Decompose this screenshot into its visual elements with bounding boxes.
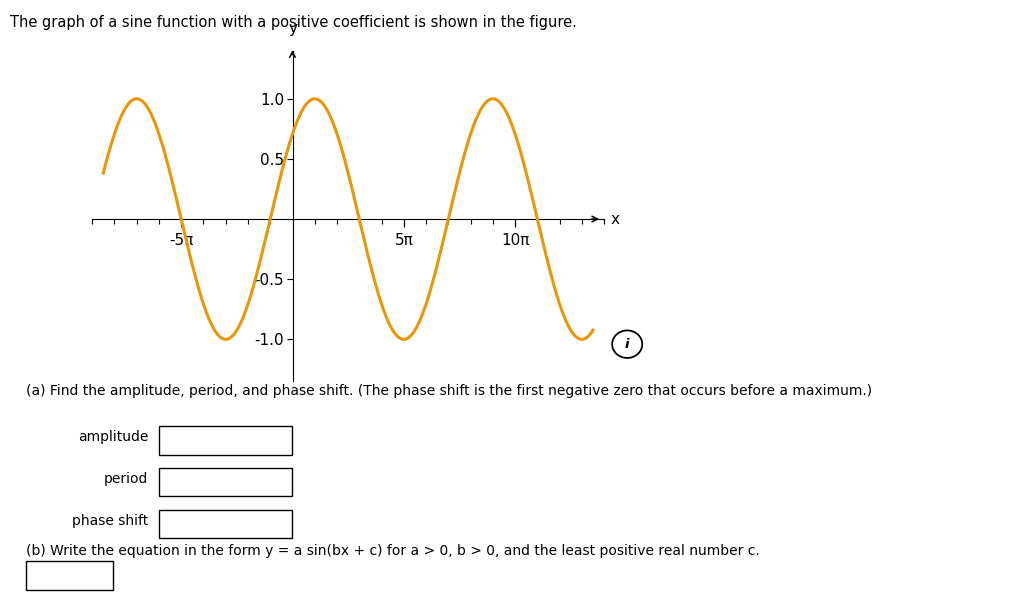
- Text: x: x: [611, 212, 621, 226]
- Text: amplitude: amplitude: [78, 430, 148, 445]
- Text: (b) Write the equation in the form y = a sin(bx + c) for a > 0, b > 0, and the l: (b) Write the equation in the form y = a…: [26, 544, 760, 557]
- Text: i: i: [625, 339, 630, 352]
- Text: phase shift: phase shift: [73, 514, 148, 528]
- Text: (a) Find the amplitude, period, and phase shift. (The phase shift is the first n: (a) Find the amplitude, period, and phas…: [26, 384, 871, 398]
- Text: period: period: [104, 472, 148, 486]
- Text: The graph of a sine function with a positive coefficient is shown in the figure.: The graph of a sine function with a posi…: [10, 15, 578, 30]
- Text: y: y: [288, 20, 297, 36]
